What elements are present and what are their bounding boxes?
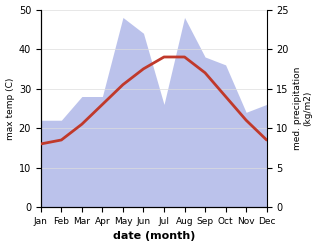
- Y-axis label: max temp (C): max temp (C): [5, 77, 15, 140]
- Y-axis label: med. precipitation
(kg/m2): med. precipitation (kg/m2): [293, 67, 313, 150]
- X-axis label: date (month): date (month): [113, 231, 195, 242]
